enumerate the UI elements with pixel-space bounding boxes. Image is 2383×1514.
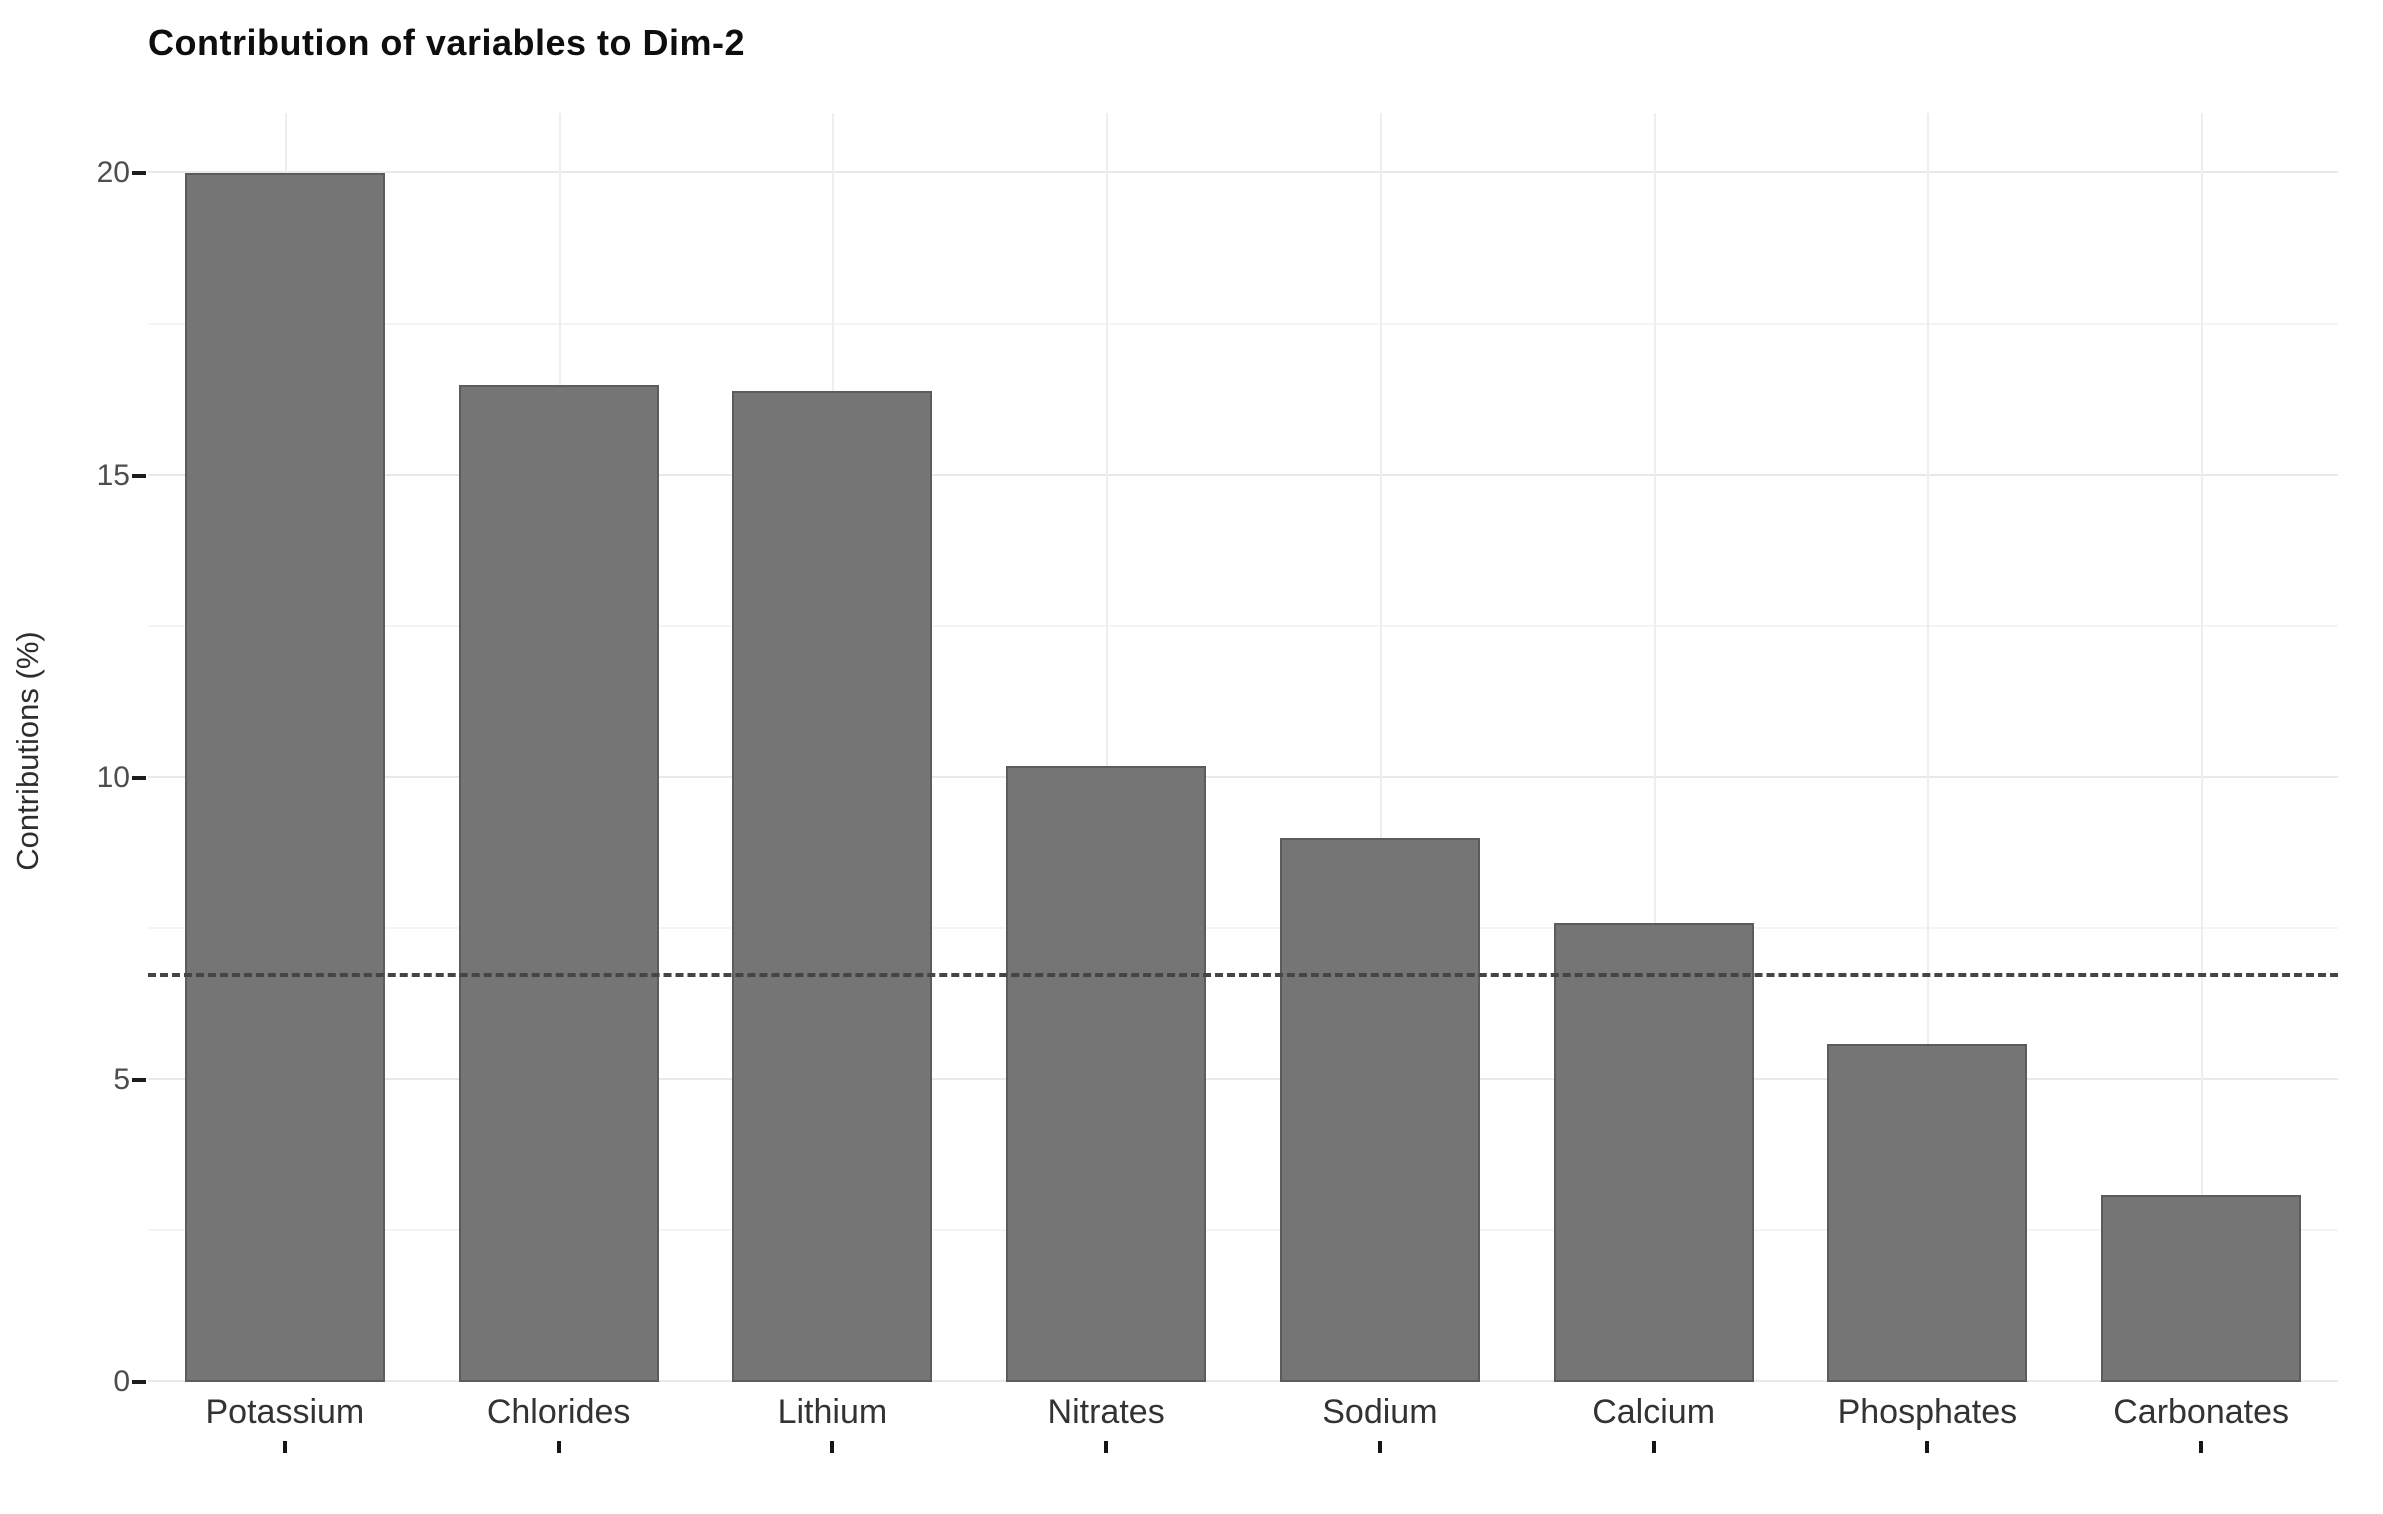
y-tick-label-10: 10 — [96, 760, 130, 794]
x-label-potassium: Potassium — [205, 1393, 365, 1431]
gridline-minor-12.5 — [148, 624, 2338, 627]
gridline-vertical-calcium — [1653, 113, 1656, 1382]
reference-line — [148, 973, 2338, 978]
y-tick-mark-15 — [132, 473, 146, 478]
gridline-major-5 — [148, 1077, 2338, 1080]
x-label-chlorides: Chlorides — [486, 1393, 631, 1431]
gridline-vertical-sodium — [1379, 113, 1382, 1382]
x-label-phosphates: Phosphates — [1837, 1393, 2018, 1431]
y-tick-mark-10 — [132, 775, 146, 780]
x-tick-mark-nitrates — [1104, 1441, 1109, 1453]
bar-phosphates — [1827, 1043, 2027, 1382]
bar-chlorides — [459, 384, 659, 1382]
gridline-major-0 — [148, 1380, 2338, 1382]
y-tick-mark-20 — [132, 171, 146, 176]
bar-potassium — [185, 173, 385, 1382]
plot-panel — [132, 113, 2338, 1384]
y-tick-label-0: 0 — [113, 1365, 130, 1398]
gridline-major-15 — [148, 473, 2338, 476]
y-tick-label-5: 5 — [113, 1062, 130, 1096]
x-label-lithium: Lithium — [777, 1393, 888, 1431]
bar-calcium — [1554, 922, 1754, 1382]
bar-lithium — [732, 390, 932, 1382]
bar-carbonates — [2101, 1194, 2301, 1382]
x-tick-mark-calcium — [1651, 1441, 1656, 1453]
bar-sodium — [1280, 838, 1480, 1382]
x-tick-mark-potassium — [282, 1441, 287, 1453]
gridline-vertical-phosphates — [1927, 113, 1930, 1382]
y-axis-title: Contributions (%) — [10, 631, 45, 871]
chart-title: Contribution of variables to Dim-2 — [148, 22, 746, 63]
y-tick-label-20: 20 — [96, 156, 130, 190]
x-tick-mark-lithium — [830, 1441, 835, 1453]
y-tick-mark-5 — [132, 1077, 146, 1082]
x-tick-mark-sodium — [1377, 1441, 1382, 1453]
gridline-minor-17.5 — [148, 322, 2338, 325]
x-label-carbonates: Carbonates — [2113, 1393, 2290, 1431]
gridline-minor-2.5 — [148, 1228, 2338, 1231]
x-tick-mark-phosphates — [1925, 1441, 1930, 1453]
x-tick-mark-chlorides — [556, 1441, 561, 1453]
x-label-nitrates: Nitrates — [1047, 1393, 1165, 1431]
y-tick-label-15: 15 — [96, 458, 130, 492]
gridline-minor-7.5 — [148, 926, 2338, 929]
bar-nitrates — [1006, 765, 1206, 1382]
gridline-vertical-carbonates — [2201, 113, 2204, 1382]
x-tick-mark-carbonates — [2199, 1441, 2204, 1453]
x-label-sodium: Sodium — [1322, 1393, 1438, 1431]
gridline-major-20 — [148, 171, 2338, 174]
x-label-calcium: Calcium — [1592, 1393, 1716, 1431]
y-tick-mark-0 — [132, 1380, 146, 1384]
gridline-major-10 — [148, 775, 2338, 778]
gridline-vertical-nitrates — [1106, 113, 1109, 1382]
